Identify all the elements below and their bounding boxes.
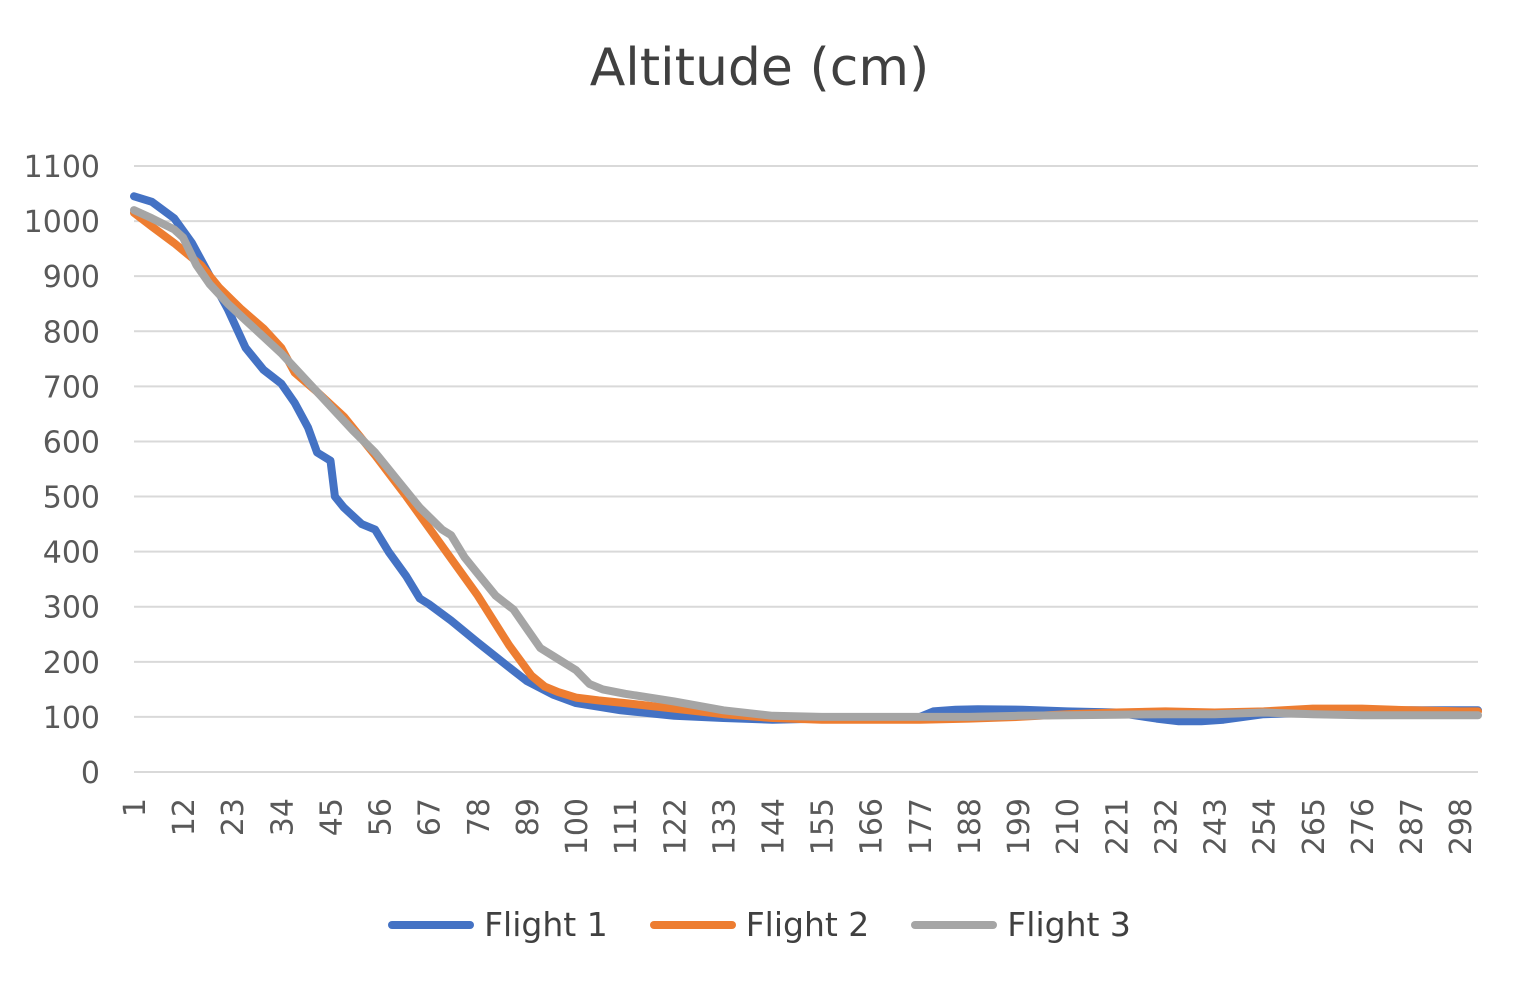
x-tick-label: 276 bbox=[1346, 798, 1381, 855]
legend-swatch bbox=[649, 920, 736, 929]
gridlines bbox=[134, 165, 1478, 773]
x-tick-label: 133 bbox=[707, 798, 742, 855]
y-tick-label: 100 bbox=[43, 701, 100, 736]
x-tick-label: 287 bbox=[1395, 798, 1430, 855]
chart-title: Altitude (cm) bbox=[589, 38, 930, 98]
y-tick-label: 200 bbox=[43, 646, 100, 681]
x-tick-label: 188 bbox=[953, 798, 988, 855]
x-tick-label: 111 bbox=[609, 798, 644, 855]
series-line-flight-2 bbox=[130, 208, 1482, 724]
series-lines bbox=[130, 192, 1482, 726]
legend-swatch bbox=[911, 920, 998, 929]
legend-item-flight-3: Flight 3 bbox=[911, 905, 1131, 944]
x-tick-label: 199 bbox=[1002, 798, 1037, 855]
x-tick-label: 210 bbox=[1051, 798, 1086, 855]
x-tick-label: 23 bbox=[216, 798, 251, 836]
x-tick-label: 1 bbox=[118, 798, 153, 817]
x-tick-label: 100 bbox=[560, 798, 595, 855]
y-tick-label: 0 bbox=[81, 756, 100, 791]
series-line-flight-1 bbox=[130, 192, 1482, 726]
x-tick-label: 298 bbox=[1444, 798, 1479, 855]
y-tick-label: 800 bbox=[43, 315, 100, 350]
x-tick-label: 243 bbox=[1199, 798, 1234, 855]
y-tick-label: 1000 bbox=[24, 205, 100, 240]
y-tick-label: 500 bbox=[43, 481, 100, 516]
y-tick-label: 700 bbox=[43, 370, 100, 405]
x-tick-label: 254 bbox=[1248, 798, 1283, 855]
x-tick-label: 45 bbox=[314, 798, 349, 836]
x-tick-label: 122 bbox=[658, 798, 693, 855]
x-tick-label: 177 bbox=[904, 798, 939, 855]
x-tick-label: 89 bbox=[511, 798, 546, 836]
legend-swatch bbox=[388, 920, 475, 929]
x-tick-label: 221 bbox=[1100, 798, 1135, 855]
y-tick-label: 900 bbox=[43, 260, 100, 295]
y-tick-label: 300 bbox=[43, 591, 100, 626]
y-axis-ticks: 0 100 200 300 400 500 600 700 800 900 1000 1100 bbox=[24, 150, 100, 791]
x-tick-label: 144 bbox=[757, 798, 792, 855]
legend-item-flight-1: Flight 1 bbox=[388, 905, 608, 944]
x-tick-label: 155 bbox=[806, 798, 841, 855]
y-tick-label: 1100 bbox=[24, 150, 100, 185]
legend-item-flight-2: Flight 2 bbox=[649, 905, 870, 944]
x-tick-label: 34 bbox=[265, 798, 300, 836]
legend-label: Flight 2 bbox=[745, 905, 870, 944]
legend-label: Flight 3 bbox=[1007, 905, 1131, 944]
y-tick-label: 400 bbox=[43, 536, 100, 571]
x-tick-label: 166 bbox=[855, 798, 890, 855]
legend-label: Flight 1 bbox=[484, 905, 608, 944]
y-tick-label: 600 bbox=[43, 425, 100, 460]
x-tick-label: 78 bbox=[462, 798, 497, 836]
x-tick-label: 232 bbox=[1149, 798, 1184, 855]
x-tick-label: 67 bbox=[413, 798, 448, 836]
x-axis-ticks: 1 12 23 34 45 56 67 78 89 100 111 122 133 144 155 166 17… bbox=[118, 798, 1479, 855]
x-tick-label: 56 bbox=[364, 798, 399, 836]
series-line-flight-3 bbox=[130, 206, 1482, 721]
legend: Flight 1 Flight 2 Flight 3 bbox=[0, 905, 1519, 944]
x-tick-label: 265 bbox=[1297, 798, 1332, 855]
x-tick-label: 12 bbox=[167, 798, 202, 836]
